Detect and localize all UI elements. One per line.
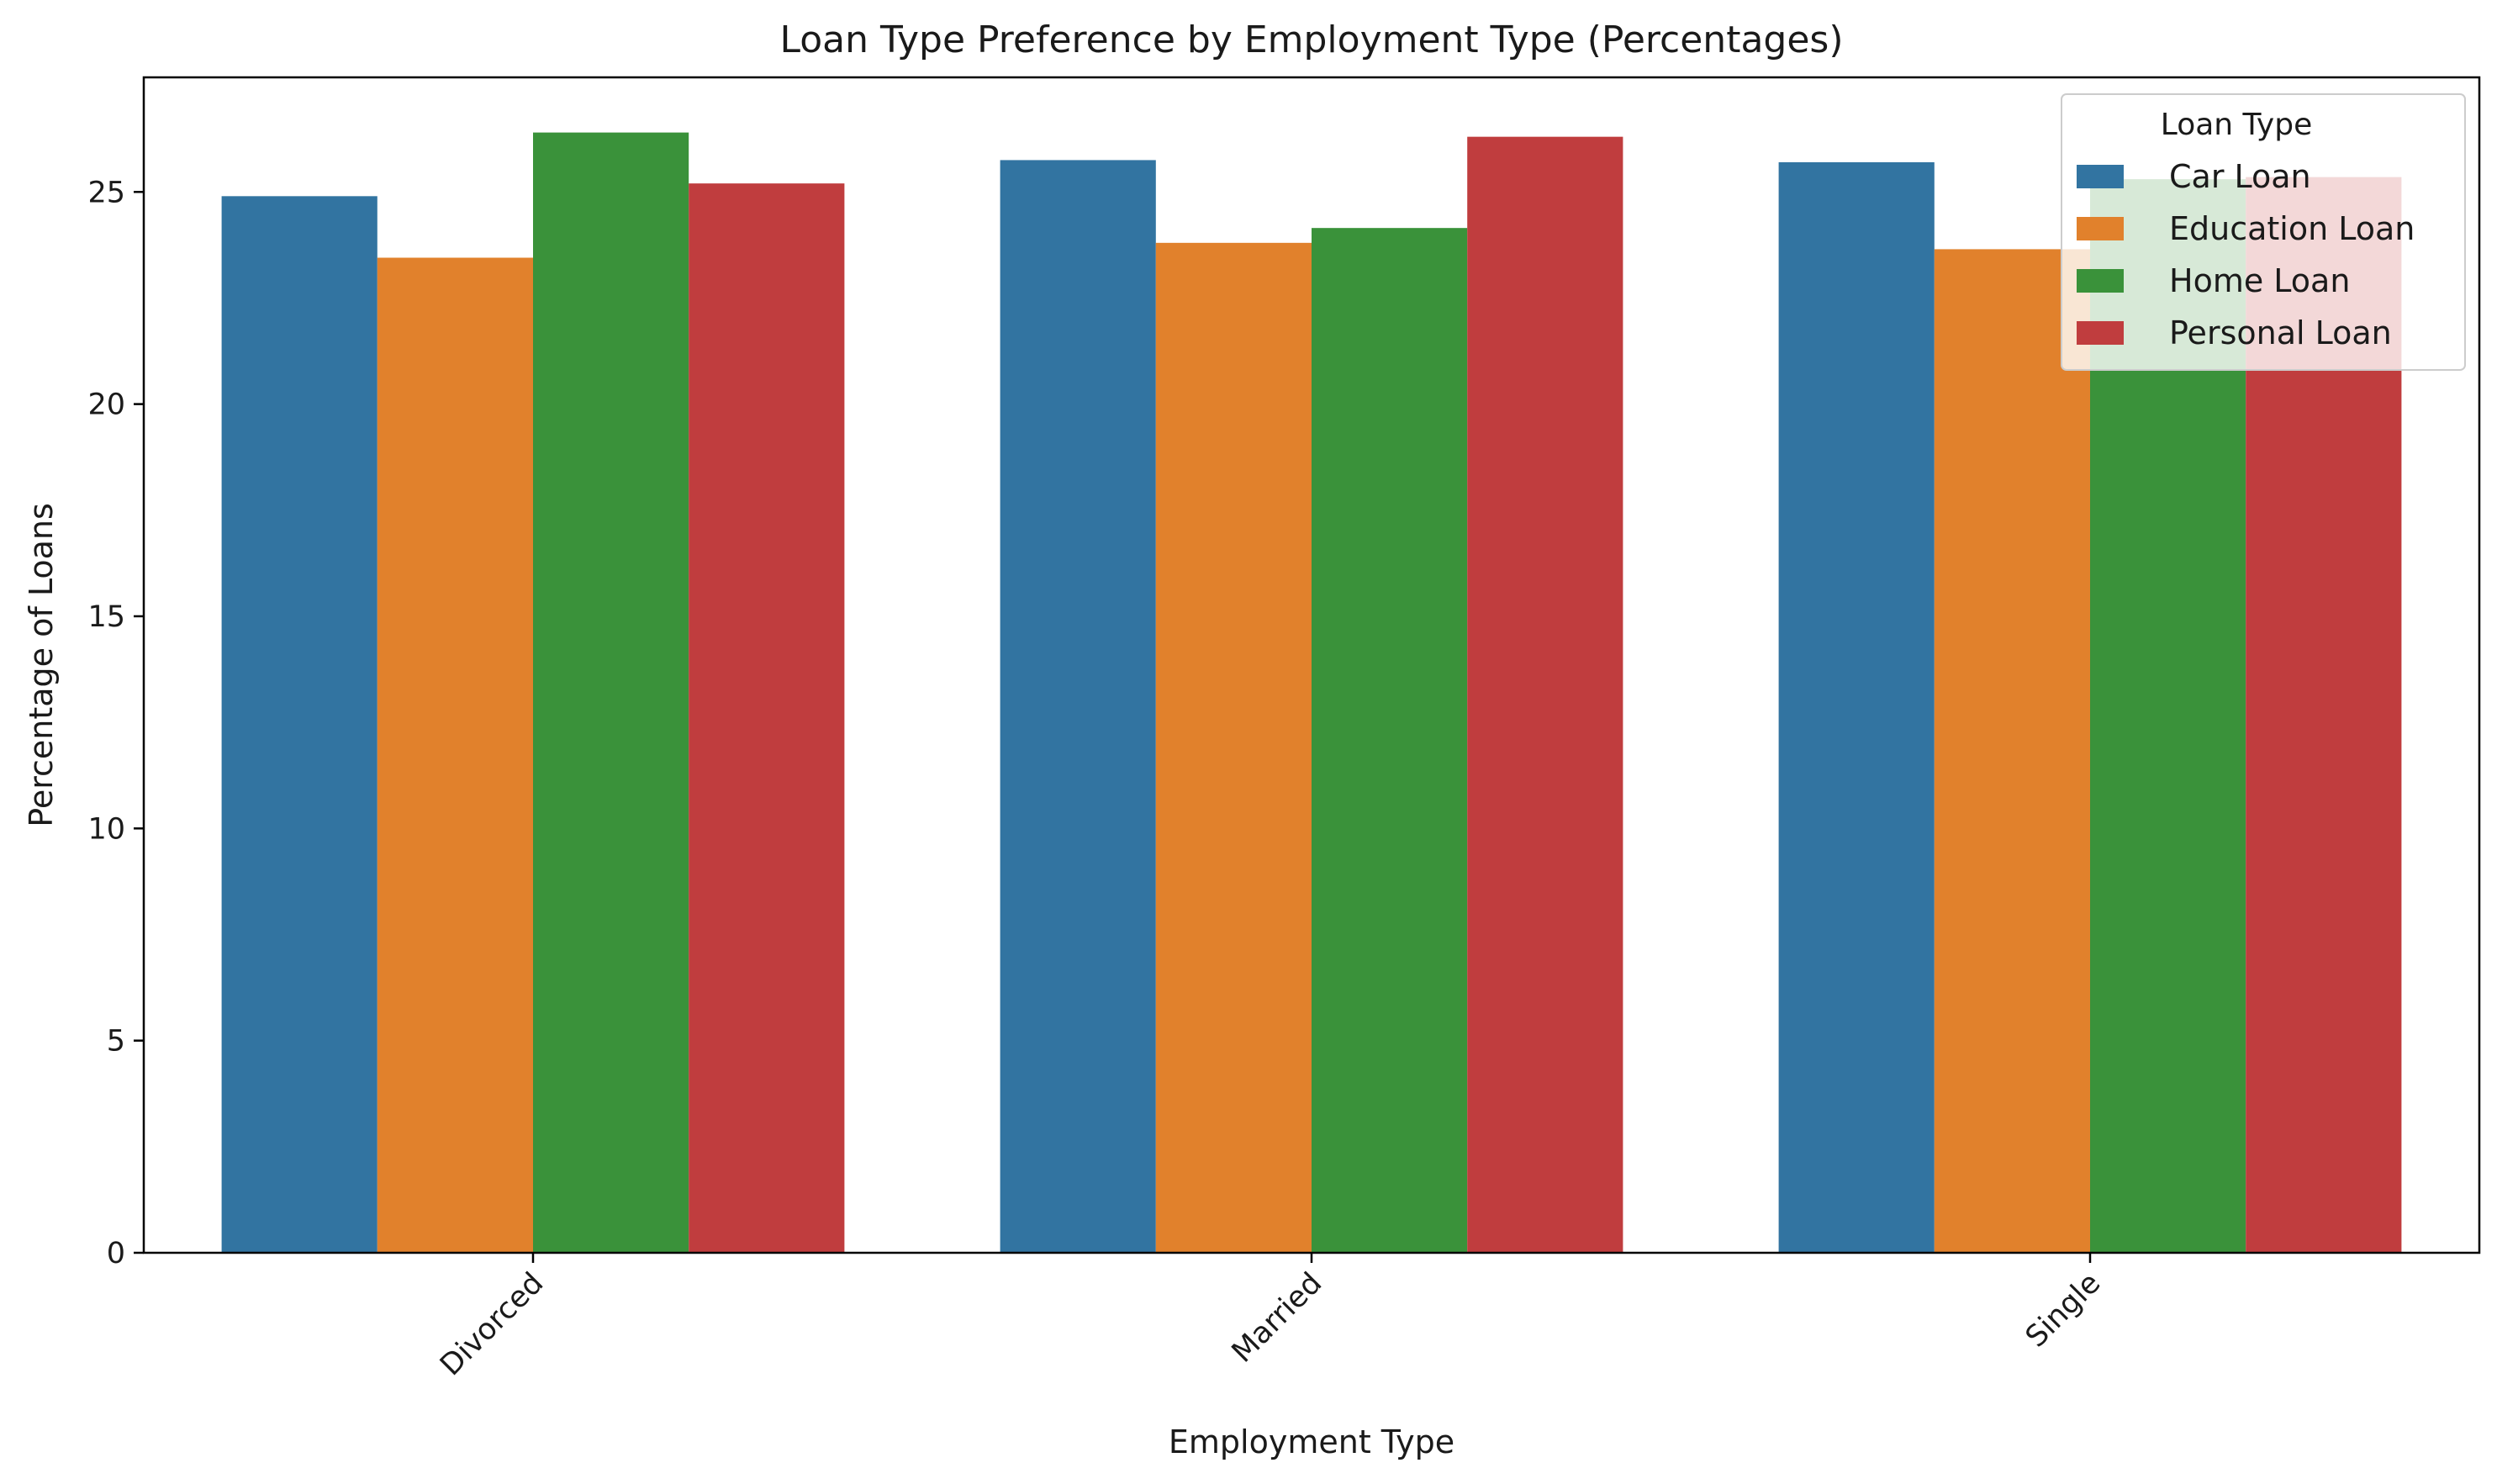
bars-group xyxy=(221,132,2402,1254)
x-axis-label: Employment Type xyxy=(1169,1423,1454,1460)
legend-label: Home Loan xyxy=(2169,262,2350,299)
legend-label: Car Loan xyxy=(2169,158,2311,195)
x-tick-label: Single xyxy=(2019,1266,2107,1354)
bar-divorced-education-loan xyxy=(377,257,533,1253)
bar-single-education-loan xyxy=(1934,249,2090,1253)
legend-label: Personal Loan xyxy=(2169,314,2392,351)
bar-divorced-car-loan xyxy=(221,196,377,1253)
chart-title: Loan Type Preference by Employment Type … xyxy=(780,18,1844,61)
legend-swatch xyxy=(2077,217,2124,240)
y-tick-label: 0 xyxy=(107,1237,125,1270)
legend-swatch xyxy=(2077,165,2124,188)
bar-married-education-loan xyxy=(1155,242,1312,1253)
legend-box xyxy=(2061,93,2466,371)
plot-frame xyxy=(142,76,2481,1254)
bar-married-home-loan xyxy=(1312,228,1468,1254)
bar-single-car-loan xyxy=(1778,161,1935,1254)
x-tick-label: Divorced xyxy=(434,1266,550,1382)
x-axis: Divorced Married Single xyxy=(434,1253,2107,1382)
x-tick-label: Married xyxy=(1226,1266,1329,1370)
y-tick-label: 10 xyxy=(87,812,125,846)
legend-title: Loan Type xyxy=(2161,108,2312,142)
legend-label: Education Loan xyxy=(2169,210,2415,247)
legend-items: Car Loan Education Loan Home Loan Personal … xyxy=(2077,158,2415,351)
y-tick-label: 20 xyxy=(87,388,125,422)
bar-married-personal-loan xyxy=(1467,136,1623,1254)
y-tick-label: 15 xyxy=(87,600,125,634)
legend: Loan Type Car Loan Education Loan Home Loa… xyxy=(2061,93,2466,371)
y-axis: 0 5 10 15 20 25 xyxy=(87,176,144,1270)
legend-swatch xyxy=(2077,321,2124,345)
y-tick-label: 5 xyxy=(107,1025,125,1059)
legend-swatch xyxy=(2077,269,2124,293)
y-tick-label: 25 xyxy=(87,176,125,209)
bar-divorced-home-loan xyxy=(533,132,689,1253)
bar-married-car-loan xyxy=(1000,160,1156,1253)
bar-divorced-personal-loan xyxy=(689,183,845,1253)
y-axis-label: Percentage of Loans xyxy=(23,503,60,826)
